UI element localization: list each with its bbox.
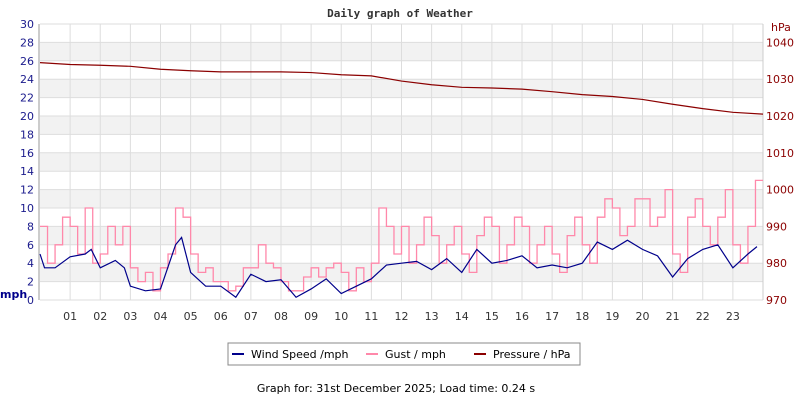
left-tick-label: 24 bbox=[20, 73, 34, 86]
chart-title: Daily graph of Weather bbox=[327, 7, 473, 20]
footer-text: Graph for: 31st December 2025; Load time… bbox=[257, 382, 536, 395]
right-tick-label: 1030 bbox=[766, 73, 794, 86]
x-tick-label: 15 bbox=[485, 310, 499, 323]
series-line-wind bbox=[39, 236, 758, 299]
x-tick-label: 08 bbox=[274, 310, 288, 323]
x-tick-label: 07 bbox=[244, 310, 258, 323]
left-tick-label: 30 bbox=[20, 18, 34, 31]
right-tick-label: 1010 bbox=[766, 147, 794, 160]
right-tick-label: 970 bbox=[766, 294, 787, 307]
x-tick-label: 16 bbox=[515, 310, 529, 323]
x-tick-label: 04 bbox=[154, 310, 168, 323]
left-tick-label: 18 bbox=[20, 128, 34, 141]
left-tick-label: 20 bbox=[20, 110, 34, 123]
x-tick-label: 12 bbox=[395, 310, 409, 323]
left-axis-unit: mph bbox=[0, 288, 27, 301]
x-tick-label: 22 bbox=[696, 310, 710, 323]
left-tick-label: 16 bbox=[20, 147, 34, 160]
x-tick-label: 11 bbox=[364, 310, 378, 323]
series-line-pressure bbox=[39, 62, 764, 115]
left-tick-label: 26 bbox=[20, 55, 34, 68]
x-tick-label: 23 bbox=[726, 310, 740, 323]
x-tick-label: 03 bbox=[123, 310, 137, 323]
legend-label: Pressure / hPa bbox=[493, 348, 571, 361]
x-tick-label: 13 bbox=[425, 310, 439, 323]
x-tick-label: 14 bbox=[455, 310, 469, 323]
right-tick-label: 990 bbox=[766, 220, 787, 233]
x-tick-label: 02 bbox=[93, 310, 107, 323]
x-tick-label: 21 bbox=[666, 310, 680, 323]
x-tick-label: 05 bbox=[184, 310, 198, 323]
left-tick-label: 4 bbox=[27, 257, 34, 270]
left-tick-label: 28 bbox=[20, 36, 34, 49]
left-tick-label: 22 bbox=[20, 92, 34, 105]
left-tick-label: 6 bbox=[27, 239, 34, 252]
left-tick-label: 8 bbox=[27, 220, 34, 233]
x-tick-label: 09 bbox=[304, 310, 318, 323]
right-tick-label: 1040 bbox=[766, 36, 794, 49]
left-tick-label: 2 bbox=[27, 276, 34, 289]
left-tick-label: 10 bbox=[20, 202, 34, 215]
x-tick-label: 20 bbox=[636, 310, 650, 323]
series-line-gust bbox=[40, 179, 763, 292]
x-tick-label: 01 bbox=[63, 310, 77, 323]
legend-label: Gust / mph bbox=[385, 348, 446, 361]
left-tick-label: 14 bbox=[20, 165, 34, 178]
left-tick-label: 12 bbox=[20, 184, 34, 197]
left-tick-label: 0 bbox=[27, 294, 34, 307]
right-tick-label: 1000 bbox=[766, 184, 794, 197]
x-tick-label: 17 bbox=[545, 310, 559, 323]
right-axis-unit: hPa bbox=[771, 21, 791, 34]
x-tick-label: 18 bbox=[575, 310, 589, 323]
legend-label: Wind Speed /mph bbox=[251, 348, 349, 361]
right-tick-label: 1020 bbox=[766, 110, 794, 123]
x-tick-label: 10 bbox=[334, 310, 348, 323]
x-tick-label: 19 bbox=[605, 310, 619, 323]
right-tick-label: 980 bbox=[766, 257, 787, 270]
legend-box bbox=[227, 342, 581, 366]
x-tick-label: 06 bbox=[214, 310, 228, 323]
